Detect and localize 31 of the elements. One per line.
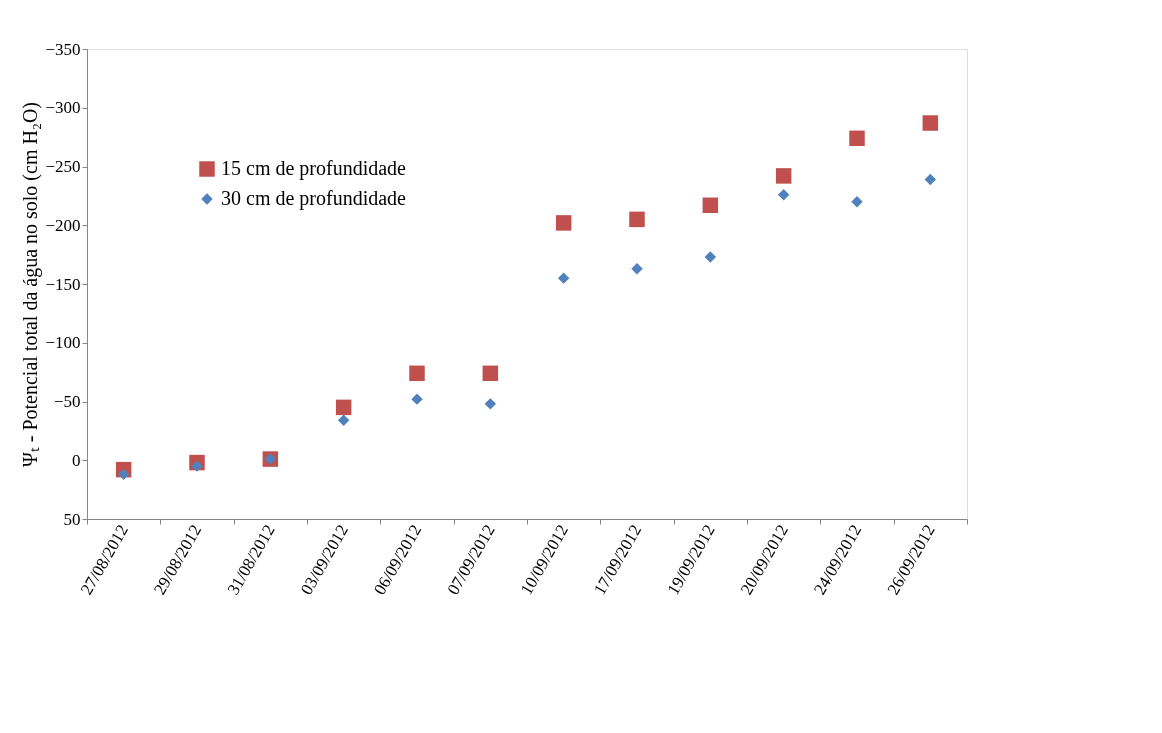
point (409, 365, 425, 382)
point (849, 130, 865, 147)
point (117, 468, 130, 481)
point (629, 211, 645, 228)
point (411, 393, 423, 405)
point (557, 272, 570, 284)
y-tick-label: −250 (45, 157, 81, 176)
legend-label: 30 cm de profundidade (221, 187, 407, 210)
point (631, 263, 643, 275)
point (482, 365, 499, 382)
y-tick-label: 50 (63, 509, 81, 529)
point (777, 189, 790, 201)
point (484, 398, 497, 410)
y-tick-label: −150 (45, 274, 81, 294)
y-tick-label: −300 (45, 98, 81, 118)
point (702, 197, 719, 214)
point (337, 414, 350, 426)
y-tick-label: −100 (45, 333, 81, 353)
point (775, 168, 792, 184)
point (922, 115, 939, 131)
y-tick-label: −200 (45, 215, 81, 235)
point (924, 173, 937, 186)
y-axis-title: Ψₜ - Potencial total da água no solo (cm H₂O) (19, 102, 43, 467)
point (555, 215, 572, 231)
point (335, 399, 352, 416)
point (851, 196, 863, 208)
y-tick-label: −350 (45, 39, 81, 59)
y-tick-label: −50 (53, 392, 81, 411)
point (704, 251, 717, 263)
y-tick-label: 0 (72, 450, 81, 470)
legend-label: 15 cm de profundidade (221, 157, 407, 180)
